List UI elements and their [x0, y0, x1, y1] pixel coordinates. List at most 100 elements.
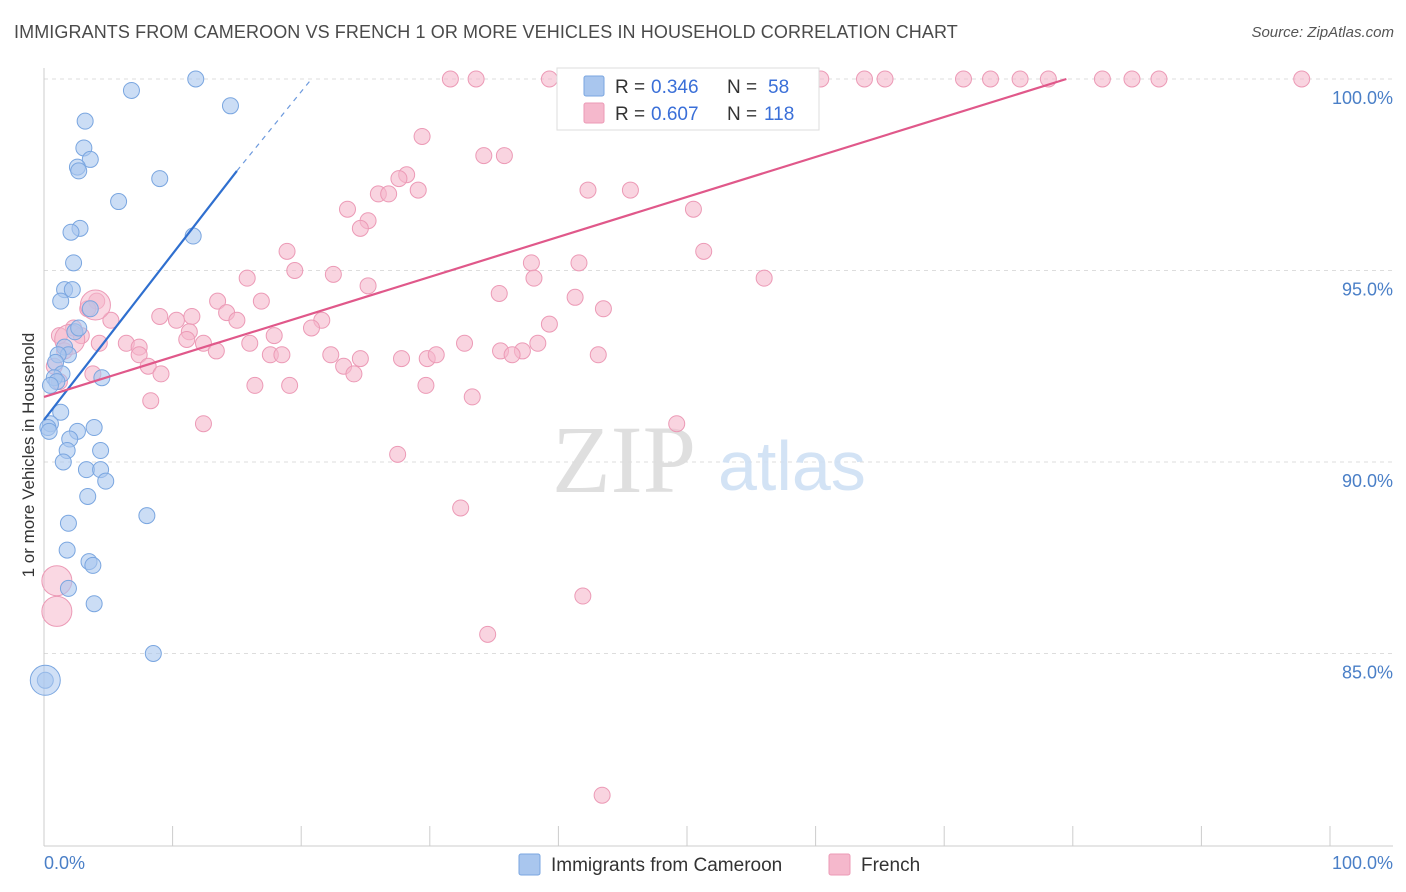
- source-label: Source: ZipAtlas.com: [1251, 24, 1394, 41]
- cameroon-point-9: [110, 193, 128, 211]
- french-point-26: [380, 185, 398, 203]
- french-point-80: [322, 346, 340, 364]
- french-point-55: [228, 311, 246, 329]
- french-point-37: [570, 254, 588, 272]
- french-point-20: [413, 127, 431, 145]
- cameroon-trend-line: [43, 170, 238, 421]
- french-point-44: [490, 284, 508, 302]
- french-point-91: [152, 365, 170, 383]
- bottom-legend-cameroon: Immigrants from Cameroon: [551, 855, 782, 876]
- watermark: ZIP atlas: [552, 406, 866, 513]
- cameroon-point-3: [76, 112, 94, 130]
- french-point-50: [594, 300, 612, 318]
- cameroon-point-8: [151, 170, 169, 188]
- french-point-1: [467, 70, 485, 88]
- chart-title: IMMIGRANTS FROM CAMEROON VS FRENCH 1 OR …: [14, 22, 958, 42]
- cameroon-point-32: [40, 422, 58, 440]
- french-point-49: [566, 288, 584, 306]
- legend-n-value-2: 118: [764, 104, 794, 125]
- cameroon-point-16: [52, 292, 70, 310]
- french-point-33: [351, 219, 369, 237]
- french-point-38: [286, 262, 304, 279]
- cameroon-point-50: [144, 645, 162, 662]
- french-point-11: [876, 70, 894, 88]
- cameroon-point-1: [122, 81, 140, 99]
- cameroon-point-5: [81, 150, 99, 168]
- french-points: [41, 70, 1311, 804]
- french-point-98: [142, 392, 160, 410]
- french-point-81: [351, 350, 369, 368]
- french-point-97: [463, 388, 481, 406]
- french-point-27: [409, 181, 427, 199]
- cameroon-point-49: [85, 595, 103, 613]
- french-point-43: [359, 277, 377, 295]
- cameroon-point-17: [81, 300, 99, 318]
- french-point-92: [345, 365, 363, 383]
- cameroon-point-39: [77, 461, 95, 479]
- legend-swatch-cameroon: [583, 75, 605, 97]
- cameroon-point-38: [54, 453, 72, 471]
- french-point-86: [589, 346, 607, 364]
- y-tick-label-3: 100.0%: [1332, 88, 1393, 108]
- cameroon-point-47: [84, 556, 102, 574]
- french-point-12: [954, 70, 972, 88]
- cameroon-large-point-0: [29, 664, 61, 696]
- legend-n-value-1: 58: [768, 77, 789, 98]
- french-point-30: [338, 200, 356, 218]
- cameroon-point-48: [59, 579, 77, 597]
- french-point-35: [695, 242, 713, 260]
- french-point-69: [241, 334, 259, 352]
- y-axis-label: 1 or more Vehicles in Household: [19, 333, 38, 578]
- cameroon-point-11: [62, 223, 80, 241]
- legend-swatch-french: [583, 102, 605, 124]
- cameroon-point-7: [70, 162, 88, 180]
- french-point-101: [389, 445, 407, 463]
- french-point-17: [1123, 70, 1141, 88]
- french-point-45: [209, 292, 227, 310]
- french-point-10: [855, 70, 873, 88]
- french-point-40: [238, 269, 256, 287]
- french-point-2: [540, 70, 558, 88]
- french-point-19: [1293, 70, 1311, 88]
- x-tick-max: 100.0%: [1332, 853, 1393, 873]
- french-point-71: [529, 334, 547, 352]
- legend-r-value-1: 0.346: [651, 77, 699, 98]
- french-point-29: [621, 181, 639, 199]
- series-legend: Immigrants from Cameroon French: [518, 853, 920, 876]
- french-point-100: [668, 415, 686, 433]
- french-point-77: [130, 346, 148, 364]
- french-point-70: [456, 334, 474, 352]
- cameroon-point-2: [221, 97, 239, 115]
- french-point-60: [302, 319, 320, 337]
- cameroon-point-37: [92, 442, 110, 460]
- french-point-85: [503, 346, 521, 364]
- legend-n-label-2: N =: [727, 104, 757, 125]
- french-point-13: [981, 70, 999, 88]
- french-point-18: [1150, 70, 1168, 88]
- french-point-105: [593, 786, 611, 804]
- french-point-14: [1011, 70, 1029, 88]
- cameroon-point-45: [58, 541, 76, 559]
- french-point-94: [246, 376, 264, 394]
- cameroon-point-19: [70, 319, 88, 337]
- bottom-swatch-french: [828, 853, 851, 876]
- french-point-46: [252, 292, 270, 310]
- y-tick-labels: 85.0% 90.0% 95.0% 100.0%: [1332, 88, 1393, 683]
- french-point-36: [522, 254, 540, 272]
- french-point-28: [579, 181, 597, 199]
- cameroon-point-43: [138, 507, 156, 525]
- bottom-legend-french: French: [861, 855, 920, 876]
- french-point-67: [178, 330, 196, 348]
- cameroon-point-29: [52, 403, 70, 421]
- y-tick-label-1: 90.0%: [1342, 471, 1393, 491]
- cameroon-point-28: [41, 376, 59, 394]
- cameroon-trend-extension: [236, 78, 312, 172]
- french-point-99: [194, 415, 212, 433]
- x-tick-min: 0.0%: [44, 853, 85, 873]
- french-point-42: [755, 269, 773, 287]
- cameroon-point-13: [65, 254, 83, 272]
- french-point-31: [684, 200, 702, 218]
- french-point-57: [540, 315, 558, 333]
- cameroon-point-42: [79, 487, 97, 505]
